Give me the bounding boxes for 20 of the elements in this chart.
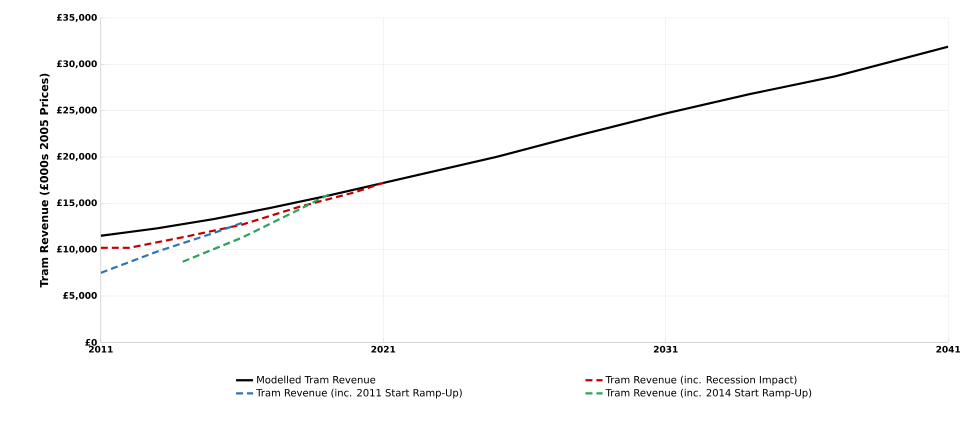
x-tick-label: 2021 <box>371 346 396 353</box>
x-tick-label: 2011 <box>89 346 113 353</box>
y-axis-title: Tram Revenue (£000s 2005 Prices) <box>40 74 50 288</box>
x-tick-label: 2031 <box>654 346 678 353</box>
y-tick-label: £10,000 <box>56 246 97 254</box>
y-tick-label: £20,000 <box>56 152 97 161</box>
line-series <box>100 46 948 237</box>
y-tick-label: £30,000 <box>56 60 97 68</box>
legend-label: Tram Revenue (inc. 2011 Start Ramp-Up) <box>256 388 462 398</box>
x-tick-label: 2041 <box>936 346 960 353</box>
legend-label: Modelled Tram Revenue <box>257 376 376 384</box>
y-tick-label: £15,000 <box>56 199 97 208</box>
line-series <box>100 182 384 249</box>
legend-label: Tram Revenue (inc. Recession Impact) <box>606 376 796 386</box>
legend-label: Tram Revenue (inc. 2014 Start Ramp-Up) <box>606 388 812 398</box>
y-tick-label: £0 <box>85 338 97 346</box>
y-tick-label: £35,000 <box>56 14 97 22</box>
line-series <box>182 192 331 263</box>
y-tick-label: £25,000 <box>56 106 97 115</box>
y-tick-label: £5,000 <box>63 292 97 300</box>
